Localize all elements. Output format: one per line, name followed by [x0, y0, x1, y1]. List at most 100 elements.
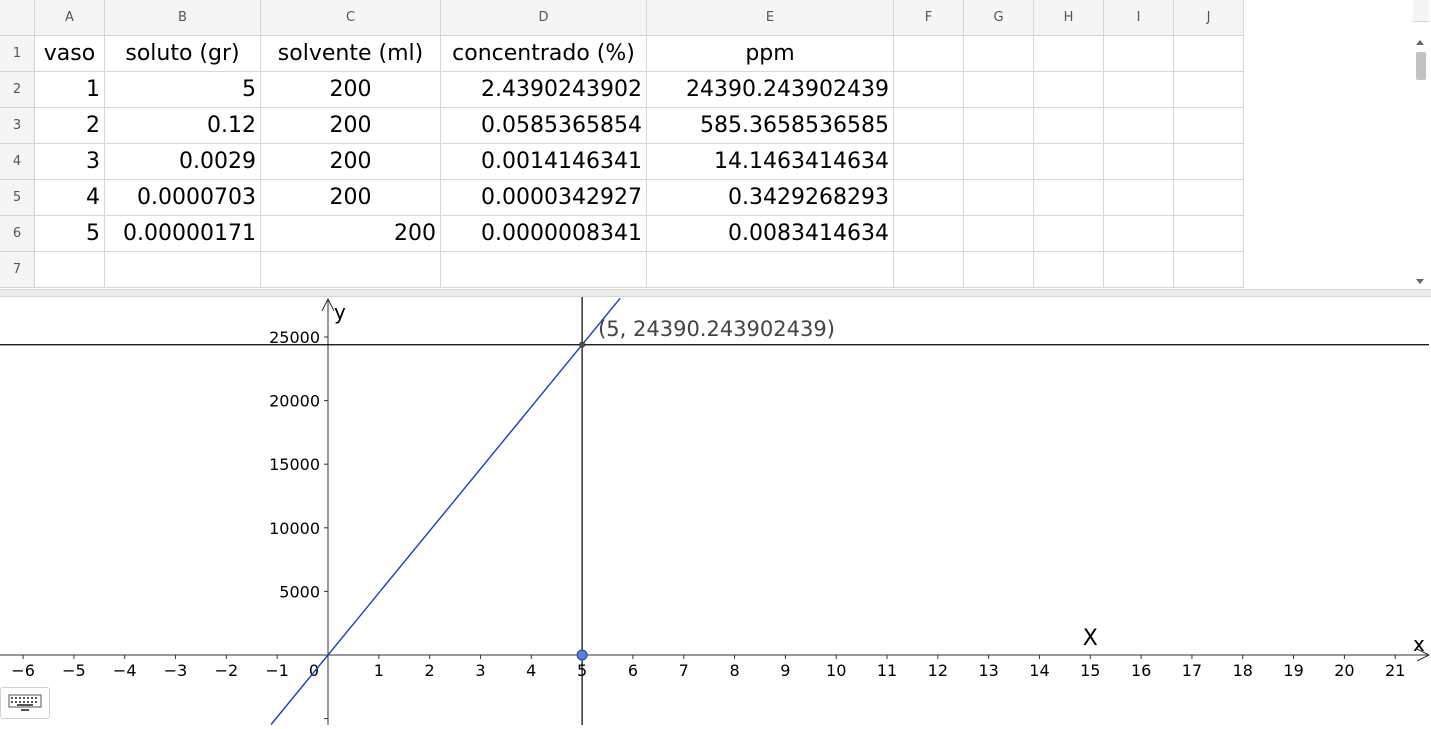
cell-c6[interactable]: 200: [261, 216, 441, 252]
cell-g1[interactable]: [964, 36, 1034, 72]
column-header-d[interactable]: D: [441, 0, 647, 36]
cell-j1[interactable]: [1174, 36, 1244, 72]
column-header-j[interactable]: J: [1174, 0, 1244, 36]
column-header-a[interactable]: A: [35, 0, 105, 36]
slider-point[interactable]: [576, 649, 588, 661]
cell-b3[interactable]: 0.12: [105, 108, 261, 144]
cell-d3[interactable]: 0.0585365854: [441, 108, 647, 144]
cell-c5[interactable]: 200: [261, 180, 441, 216]
row-header-6[interactable]: 6: [0, 216, 35, 252]
cell-e1[interactable]: ppm: [647, 36, 894, 72]
cell-d2[interactable]: 2.4390243902: [441, 72, 647, 108]
cell-g2[interactable]: [964, 72, 1034, 108]
cell-e6[interactable]: 0.0083414634: [647, 216, 894, 252]
scroll-up-icon[interactable]: [1416, 40, 1424, 45]
spreadsheet-corner[interactable]: [0, 0, 35, 36]
cell-a7[interactable]: [35, 252, 105, 288]
cell-e7[interactable]: [647, 252, 894, 288]
row-header-5[interactable]: 5: [0, 180, 35, 216]
row-header-1[interactable]: 1: [0, 36, 35, 72]
row-header-3[interactable]: 3: [0, 108, 35, 144]
cell-e3[interactable]: 585.3658536585: [647, 108, 894, 144]
keyboard-button[interactable]: [0, 687, 50, 719]
cell-f4[interactable]: [894, 144, 964, 180]
column-header-c[interactable]: C: [261, 0, 441, 36]
scroll-down-icon[interactable]: [1416, 279, 1424, 284]
cell-g3[interactable]: [964, 108, 1034, 144]
intersection-point[interactable]: [579, 341, 586, 348]
cell-b4[interactable]: 0.0029: [105, 144, 261, 180]
row-header-7[interactable]: 7: [0, 252, 35, 288]
cell-j3[interactable]: [1174, 108, 1244, 144]
cell-h7[interactable]: [1034, 252, 1104, 288]
cell-a6[interactable]: 5: [35, 216, 105, 252]
cell-i1[interactable]: [1104, 36, 1174, 72]
vertical-scrollbar[interactable]: [1413, 36, 1429, 288]
cell-b2[interactable]: 5: [105, 72, 261, 108]
cell-c2[interactable]: 200: [261, 72, 441, 108]
cell-h2[interactable]: [1034, 72, 1104, 108]
cell-e2[interactable]: 24390.243902439: [647, 72, 894, 108]
cell-i3[interactable]: [1104, 108, 1174, 144]
cell-i2[interactable]: [1104, 72, 1174, 108]
cell-i6[interactable]: [1104, 216, 1174, 252]
cell-i5[interactable]: [1104, 180, 1174, 216]
view-divider[interactable]: [0, 289, 1431, 297]
cell-a4[interactable]: 3: [35, 144, 105, 180]
cell-j7[interactable]: [1174, 252, 1244, 288]
graphics-view[interactable]: −6 −5 −4 −3 −2 −1 0 1 2 3 4 5 6 7 8 9 10 11 12 13 14 15 16 17 18…: [0, 297, 1431, 725]
row-header-4[interactable]: 4: [0, 144, 35, 180]
cell-j6[interactable]: [1174, 216, 1244, 252]
cell-f1[interactable]: [894, 36, 964, 72]
cell-d4[interactable]: 0.0014146341: [441, 144, 647, 180]
column-header-b[interactable]: B: [105, 0, 261, 36]
cell-a1[interactable]: vaso: [35, 36, 105, 72]
cell-j5[interactable]: [1174, 180, 1244, 216]
cell-g6[interactable]: [964, 216, 1034, 252]
cell-a2[interactable]: 1: [35, 72, 105, 108]
function-line[interactable]: [270, 297, 621, 725]
cell-d7[interactable]: [441, 252, 647, 288]
cell-b6[interactable]: 0.00000171: [105, 216, 261, 252]
cell-f7[interactable]: [894, 252, 964, 288]
cell-h5[interactable]: [1034, 180, 1104, 216]
cell-d6[interactable]: 0.0000008341: [441, 216, 647, 252]
cell-a5[interactable]: 4: [35, 180, 105, 216]
cell-g5[interactable]: [964, 180, 1034, 216]
cell-i7[interactable]: [1104, 252, 1174, 288]
cell-c1[interactable]: solvente (ml): [261, 36, 441, 72]
row-header-2[interactable]: 2: [0, 72, 35, 108]
cell-c7[interactable]: [261, 252, 441, 288]
cell-b5[interactable]: 0.0000703: [105, 180, 261, 216]
cell-b1[interactable]: soluto (gr): [105, 36, 261, 72]
cell-f6[interactable]: [894, 216, 964, 252]
cell-d1[interactable]: concentrado (%): [441, 36, 647, 72]
cell-e4[interactable]: 14.1463414634: [647, 144, 894, 180]
cell-f3[interactable]: [894, 108, 964, 144]
cell-h4[interactable]: [1034, 144, 1104, 180]
cell-f2[interactable]: [894, 72, 964, 108]
cell-d5[interactable]: 0.0000342927: [441, 180, 647, 216]
cell-e5[interactable]: 0.3429268293: [647, 180, 894, 216]
cell-h1[interactable]: [1034, 36, 1104, 72]
cell-h3[interactable]: [1034, 108, 1104, 144]
graph-canvas[interactable]: −6 −5 −4 −3 −2 −1 0 1 2 3 4 5 6 7 8 9 10 11 12 13 14 15 16 17 18…: [0, 297, 1431, 725]
column-header-g[interactable]: G: [964, 0, 1034, 36]
column-header-f[interactable]: F: [894, 0, 964, 36]
cell-h6[interactable]: [1034, 216, 1104, 252]
cell-j2[interactable]: [1174, 72, 1244, 108]
column-header-e[interactable]: E: [647, 0, 894, 36]
cell-j4[interactable]: [1174, 144, 1244, 180]
cell-i4[interactable]: [1104, 144, 1174, 180]
cell-f5[interactable]: [894, 180, 964, 216]
cell-a3[interactable]: 2: [35, 108, 105, 144]
cell-c3[interactable]: 200: [261, 108, 441, 144]
scrollbar-thumb[interactable]: [1416, 52, 1426, 80]
column-header-h[interactable]: H: [1034, 0, 1104, 36]
cell-c4[interactable]: 200: [261, 144, 441, 180]
cell-b7[interactable]: [105, 252, 261, 288]
cell-g7[interactable]: [964, 252, 1034, 288]
cell-g4[interactable]: [964, 144, 1034, 180]
column-header-i[interactable]: I: [1104, 0, 1174, 36]
